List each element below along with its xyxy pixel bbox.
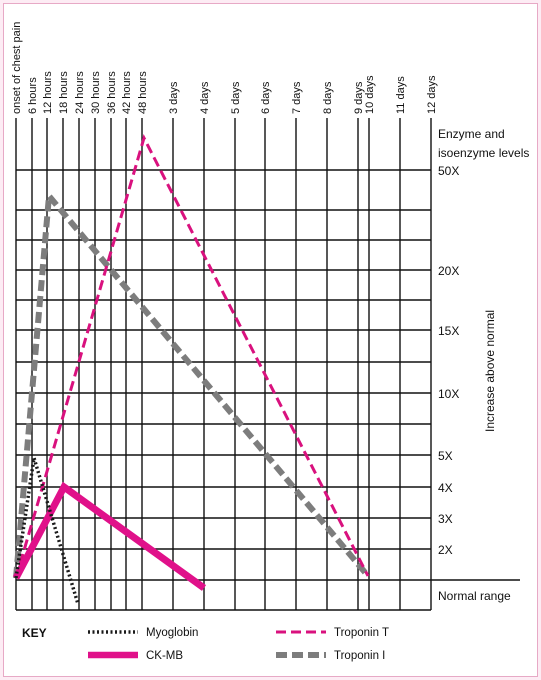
y-axis-labels: 50X 20X 15X 10X 5X 4X 3X 2X Normal range: [438, 164, 511, 603]
x-tick-label: 3 days: [168, 81, 180, 114]
y-axis-title: Increase above normal: [483, 310, 497, 432]
y-tick-label: 4X: [438, 481, 453, 495]
x-tick-label: 11 days: [395, 76, 407, 114]
x-tick-label: 12 hours: [42, 71, 54, 114]
chart-key: KEY Myoglobin Troponin T CK-MB Troponin I: [22, 626, 389, 662]
y-tick-label: 50X: [438, 164, 459, 178]
y-tick-label: 5X: [438, 449, 453, 463]
y-tick-label: 3X: [438, 512, 453, 526]
series-line-troponin-i: [13, 188, 371, 579]
x-tick-label: 6 hours: [27, 77, 39, 114]
x-tick-label: 12 days: [426, 75, 438, 114]
key-label-ck-mb: CK-MB: [146, 650, 183, 662]
y-tick-label: 15X: [438, 324, 459, 338]
x-tick-label: 24 hours: [74, 71, 86, 114]
x-tick-label: 42 hours: [121, 71, 133, 114]
x-tick-label: 6 days: [260, 81, 272, 114]
x-tick-label: 5 days: [230, 81, 242, 114]
x-tick-label: 36 hours: [106, 71, 118, 114]
x-tick-label: 48 hours: [137, 71, 149, 114]
x-tick-label: 10 days: [364, 75, 376, 114]
x-tick-label: onset of chest pain: [11, 22, 23, 114]
chart-frame: [3, 3, 538, 677]
x-tick-label: 8 days: [322, 81, 334, 114]
y-header-line-1: Enzyme and: [438, 127, 505, 141]
y-tick-label: 2X: [438, 543, 453, 557]
key-title: KEY: [22, 626, 47, 640]
y-header-line-2: isoenzyme levels: [438, 146, 529, 160]
chart-series: [12, 133, 371, 605]
series-line-troponin-t: [14, 133, 370, 579]
y-tick-label: Normal range: [438, 589, 511, 603]
x-axis-labels: onset of chest pain 6 hours 12 hours 18 hou…: [11, 22, 438, 114]
x-tick-label: 7 days: [291, 81, 303, 114]
y-tick-label: 10X: [438, 387, 459, 401]
key-label-troponin-t: Troponin T: [334, 627, 389, 639]
x-tick-label: 18 hours: [58, 71, 70, 114]
key-label-troponin-i: Troponin I: [334, 650, 385, 662]
key-label-myoglobin: Myoglobin: [146, 627, 198, 639]
chart-grid: [15, 118, 520, 611]
x-tick-label: 4 days: [199, 81, 211, 114]
x-tick-label: 9 days: [353, 81, 365, 114]
series-line-ck-mb: [12, 481, 207, 591]
x-tick-label: 30 hours: [90, 71, 102, 114]
y-tick-label: 20X: [438, 264, 459, 278]
